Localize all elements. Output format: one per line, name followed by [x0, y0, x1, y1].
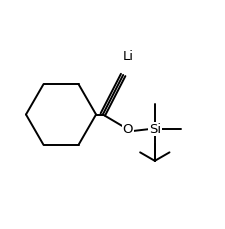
Text: Li: Li [122, 50, 133, 63]
Text: O: O [122, 123, 132, 136]
Text: Si: Si [148, 123, 160, 136]
